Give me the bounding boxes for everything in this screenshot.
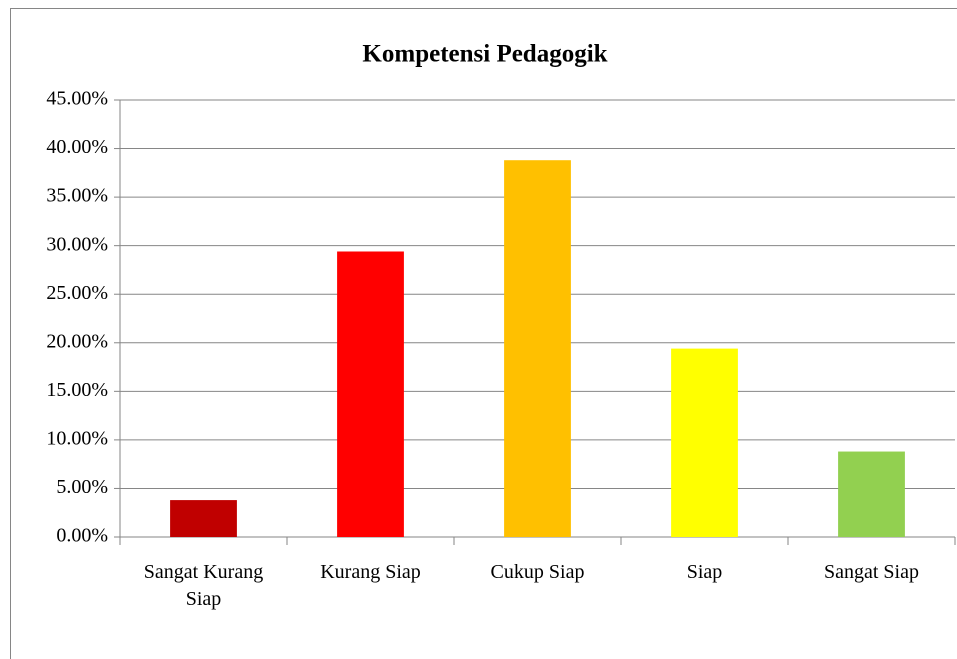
y-tick-label: 15.00% (46, 379, 108, 401)
y-tick-label: 25.00% (46, 282, 108, 304)
y-tick-label: 10.00% (46, 427, 108, 449)
x-tick-label: Kurang Siap (320, 561, 421, 583)
x-tick-label: Sangat Siap (824, 561, 919, 583)
chart-frame (10, 8, 957, 659)
y-tick-label: 0.00% (56, 525, 108, 547)
bar (838, 451, 905, 537)
bar (504, 160, 571, 537)
y-tick-label: 35.00% (46, 185, 108, 207)
y-tick-label: 45.00% (46, 88, 108, 110)
y-tick-label: 20.00% (46, 330, 108, 352)
x-tick-label: Siap (686, 561, 723, 583)
chart-title: Kompetensi Pedagogik (362, 41, 607, 68)
y-tick-label: 5.00% (56, 476, 108, 498)
x-tick-label: Cukup Siap (490, 561, 585, 583)
y-tick-label: 40.00% (46, 136, 108, 158)
y-tick-label: 30.00% (46, 233, 108, 255)
bar (337, 251, 404, 537)
bar (170, 500, 237, 537)
x-tick-label: Sangat Kurang Siap (143, 561, 264, 610)
bar (671, 348, 738, 537)
